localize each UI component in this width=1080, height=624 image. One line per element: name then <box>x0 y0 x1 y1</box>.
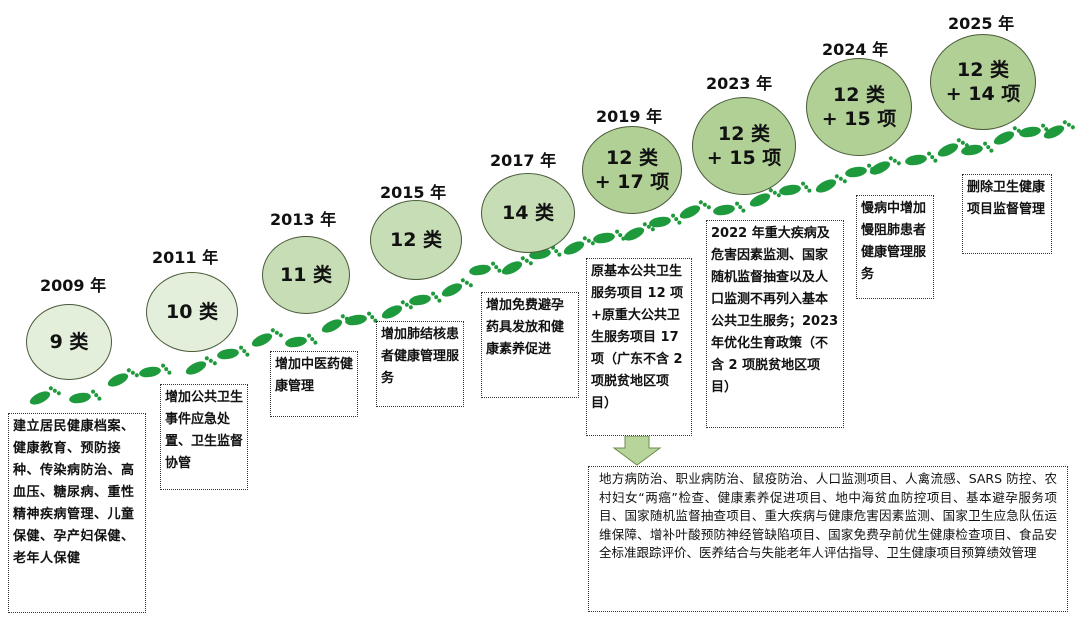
count-circle-2011: 10 类 <box>146 272 238 352</box>
footprint-icon <box>217 345 250 360</box>
desc-box-2009: 建立居民健康档案、健康教育、预防接种、传染病防治、高血压、糖尿病、重性精神疾病管… <box>8 413 146 613</box>
count-circle-2013: 11 类 <box>262 236 350 314</box>
desc-box-2017: 增加免费避孕药具发放和健康素养促进 <box>481 292 579 398</box>
count-circle-2017: 14 类 <box>481 173 575 253</box>
year-label-2011: 2011 年 <box>152 248 219 267</box>
footprint-icon <box>345 311 378 326</box>
year-label-2017: 2017 年 <box>490 151 557 170</box>
count-text: 12 类 + 17 项 <box>594 147 670 193</box>
desc-text: 增加免费避孕药具发放和健康素养促进 <box>486 298 565 357</box>
count-circle-2019: 12 类 + 17 项 <box>582 126 682 214</box>
footprint-icon <box>649 213 682 228</box>
year-label-2015: 2015 年 <box>380 183 447 202</box>
desc-text: 增加公共卫生事件应急处置、卫生监督协管 <box>165 390 244 471</box>
footprint-icon <box>815 174 847 193</box>
year-label-2024: 2024 年 <box>822 40 889 59</box>
desc-box-2015: 增加肺结核患者健康管理服务 <box>376 321 464 407</box>
footprint-icon <box>749 188 781 207</box>
footprint-icon <box>563 236 595 255</box>
count-text: 12 类 + 14 项 <box>945 59 1021 105</box>
footprint-icon <box>501 256 533 275</box>
count-circle-2023: 12 类 + 15 项 <box>692 97 796 195</box>
footprint-icon <box>1043 120 1075 139</box>
desc-box-2019: 原基本公共卫生服务项目 12 项+原重大公共卫生服务项目 17 项（广东不含 2… <box>586 258 692 436</box>
footprint-icon <box>869 156 901 175</box>
detail-list-text: 地方病防治、职业病防治、鼠疫防治、人口监测项目、人禽流感、SARS 防控、农村妇… <box>599 471 1057 560</box>
footprint-icon <box>961 141 994 156</box>
desc-box-2025: 删除卫生健康项目监督管理 <box>962 174 1052 254</box>
count-circle-2009: 9 类 <box>26 304 112 380</box>
desc-text: 删除卫生健康项目监督管理 <box>967 180 1046 217</box>
count-circle-2024: 12 类 + 15 项 <box>806 58 912 156</box>
detail-item-list: 地方病防治、职业病防治、鼠疫防治、人口监测项目、人禽流感、SARS 防控、农村妇… <box>588 466 1068 612</box>
footprint-icon <box>469 261 502 276</box>
footprint-icon <box>593 229 626 244</box>
count-text: 14 类 <box>501 202 555 224</box>
desc-text: 增加肺结核患者健康管理服务 <box>381 327 460 386</box>
footprint-icon <box>409 291 442 306</box>
desc-box-2024: 慢病中增加慢阻肺患者健康管理服务 <box>856 195 934 299</box>
footprint-icon <box>779 181 812 196</box>
year-label-2025: 2025 年 <box>948 14 1015 33</box>
count-text: 12 类 + 15 项 <box>706 123 782 169</box>
footprint-icon <box>623 222 655 241</box>
desc-text: 建立居民健康档案、健康教育、预防接种、传染病防治、高血压、糖尿病、重性精神疾病管… <box>13 419 135 566</box>
footprint-icon <box>29 386 61 405</box>
count-text: 12 类 <box>389 229 443 251</box>
count-text: 9 类 <box>49 331 89 353</box>
footprint-icon <box>381 300 413 319</box>
count-text: 12 类 + 15 项 <box>821 84 897 130</box>
desc-text: 慢病中增加慢阻肺患者健康管理服务 <box>861 201 927 282</box>
desc-box-2023: 2022 年重大疾病及危害因素监测、国家随机监督抽查以及人口监测不再列入基本公共… <box>706 220 844 428</box>
desc-text: 2022 年重大疾病及危害因素监测、国家随机监督抽查以及人口监测不再列入基本公共… <box>711 226 839 395</box>
footprint-icon <box>713 201 746 216</box>
count-circle-2015: 12 类 <box>370 200 462 280</box>
desc-box-2011: 增加公共卫生事件应急处置、卫生监督协管 <box>160 384 248 490</box>
year-label-2023: 2023 年 <box>706 74 773 93</box>
footprint-icon <box>139 363 172 378</box>
desc-box-2013: 增加中医药健康管理 <box>270 351 358 417</box>
footprint-icon <box>185 356 217 375</box>
desc-text: 增加中医药健康管理 <box>275 357 354 394</box>
footprint-icon <box>251 328 283 347</box>
year-label-2013: 2013 年 <box>270 210 337 229</box>
count-text: 11 类 <box>279 264 333 286</box>
count-circle-2025: 12 类 + 14 项 <box>930 34 1036 130</box>
footprint-icon <box>679 200 711 219</box>
footprint-icon <box>905 151 938 166</box>
year-label-2009: 2009 年 <box>40 276 107 295</box>
footprint-icon <box>69 389 102 404</box>
desc-text: 原基本公共卫生服务项目 12 项+原重大公共卫生服务项目 17 项（广东不含 2… <box>591 264 684 411</box>
footprint-icon <box>441 278 473 297</box>
down-arrow-icon <box>612 436 662 466</box>
year-label-2019: 2019 年 <box>596 107 663 126</box>
count-text: 10 类 <box>165 301 219 323</box>
footprint-icon <box>285 333 318 348</box>
footprint-icon <box>107 368 139 387</box>
